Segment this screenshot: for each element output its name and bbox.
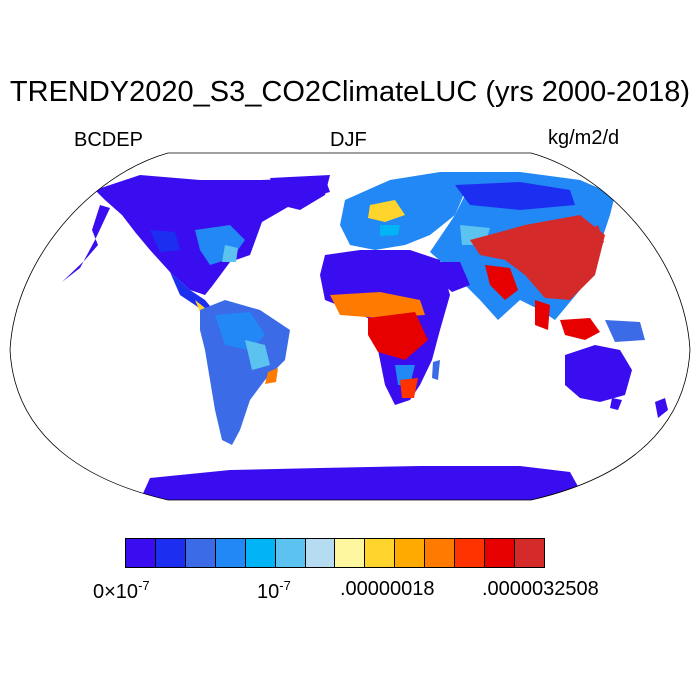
season-label: DJF [330, 129, 367, 151]
colorbar-swatch-3 [215, 539, 246, 567]
colorbar-label-min: 0×10-7 [93, 578, 150, 603]
map-title: TRENDY2020_S3_CO2ClimateLUC (yrs 2000-20… [9, 76, 691, 108]
land-madagascar [432, 360, 440, 380]
land-antarctica [140, 466, 580, 500]
map-boundary [9, 152, 691, 501]
land-europe [340, 172, 470, 250]
colorbar-swatch-8 [365, 539, 396, 567]
colorbar-label-1e-7: 10-7 [257, 578, 291, 603]
colorbar-swatch-6 [305, 539, 336, 567]
colorbar-swatch-7 [335, 539, 366, 567]
colorbar-swatch-4 [245, 539, 276, 567]
colorbar-swatch-13 [514, 539, 544, 567]
land-japan [590, 225, 604, 250]
colorbar-swatch-0 [126, 539, 156, 567]
colorbar-label-mid: .00000018 [340, 578, 435, 600]
colorbar-swatch-10 [425, 539, 456, 567]
land-new-zealand [655, 398, 668, 418]
variable-label: BCDEP [74, 129, 143, 151]
land-australia [565, 345, 632, 402]
land-central-america [170, 272, 215, 315]
colorbar-swatch-5 [275, 539, 306, 567]
colorbar-swatch-9 [395, 539, 426, 567]
colorbar-swatch-12 [485, 539, 515, 567]
colorbar-label-max: .0000032508 [482, 578, 599, 600]
colorbar-swatch-2 [185, 539, 216, 567]
colorbar-swatch-1 [155, 539, 186, 567]
units-label: kg/m2/d [548, 127, 620, 149]
land-se-asia [560, 318, 600, 340]
land-alaska [62, 205, 110, 282]
colorbar [125, 538, 545, 568]
colorbar-swatch-11 [455, 539, 486, 567]
land-greenland [270, 175, 330, 210]
